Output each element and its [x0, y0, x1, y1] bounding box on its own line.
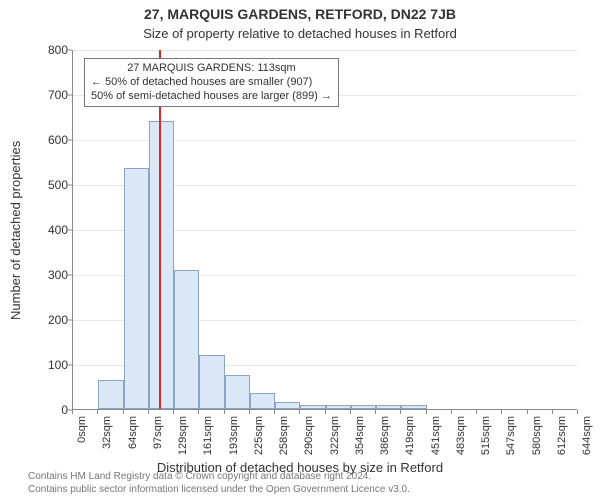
y-tick-mark — [68, 140, 72, 141]
x-tick-label: 386sqm — [379, 416, 391, 476]
attribution-line-2: Contains public sector information licen… — [28, 484, 410, 497]
y-tick-label: 100 — [28, 358, 68, 372]
chart-subtitle: Size of property relative to detached ho… — [0, 26, 600, 41]
x-tick-mark — [224, 410, 225, 414]
gridline — [73, 50, 577, 51]
x-tick-mark — [501, 410, 502, 414]
histogram-bar — [275, 402, 300, 409]
annotation-box: 27 MARQUIS GARDENS: 113sqm← 50% of detac… — [84, 58, 339, 107]
x-tick-label: 64sqm — [127, 416, 139, 476]
y-tick-mark — [68, 95, 72, 96]
histogram-bar — [225, 375, 250, 409]
y-tick-label: 700 — [28, 88, 68, 102]
x-tick-mark — [552, 410, 553, 414]
y-tick-label: 800 — [28, 43, 68, 57]
x-tick-mark — [249, 410, 250, 414]
histogram-bar — [326, 405, 351, 410]
x-tick-mark — [400, 410, 401, 414]
y-tick-label: 600 — [28, 133, 68, 147]
x-tick-mark — [97, 410, 98, 414]
y-tick-mark — [68, 50, 72, 51]
histogram-bar — [401, 405, 426, 410]
x-tick-label: 644sqm — [581, 416, 593, 476]
x-tick-mark — [325, 410, 326, 414]
x-tick-mark — [299, 410, 300, 414]
x-tick-mark — [476, 410, 477, 414]
histogram-bar — [199, 355, 224, 409]
x-tick-mark — [173, 410, 174, 414]
annotation-line: ← 50% of detached houses are smaller (90… — [91, 76, 332, 90]
x-tick-label: 0sqm — [76, 416, 88, 476]
x-tick-label: 354sqm — [354, 416, 366, 476]
histogram-bar — [250, 393, 275, 409]
y-tick-label: 500 — [28, 178, 68, 192]
x-tick-label: 225sqm — [253, 416, 265, 476]
histogram-bar — [376, 405, 401, 409]
x-tick-label: 580sqm — [531, 416, 543, 476]
histogram-bar — [98, 380, 123, 409]
y-tick-label: 200 — [28, 313, 68, 327]
y-tick-mark — [68, 275, 72, 276]
histogram-bar — [300, 405, 325, 410]
histogram-bar — [124, 168, 149, 409]
x-tick-label: 451sqm — [430, 416, 442, 476]
x-tick-mark — [72, 410, 73, 414]
x-tick-label: 32sqm — [101, 416, 113, 476]
x-tick-mark — [577, 410, 578, 414]
x-tick-label: 612sqm — [556, 416, 568, 476]
x-tick-mark — [451, 410, 452, 414]
x-tick-mark — [527, 410, 528, 414]
y-tick-label: 300 — [28, 268, 68, 282]
x-tick-mark — [198, 410, 199, 414]
x-tick-label: 290sqm — [303, 416, 315, 476]
x-tick-label: 258sqm — [278, 416, 290, 476]
x-tick-mark — [148, 410, 149, 414]
histogram-bar — [351, 405, 376, 409]
annotation-line: 50% of semi-detached houses are larger (… — [91, 90, 332, 104]
x-tick-mark — [123, 410, 124, 414]
x-tick-mark — [350, 410, 351, 414]
x-tick-label: 483sqm — [455, 416, 467, 476]
y-tick-mark — [68, 320, 72, 321]
x-tick-mark — [274, 410, 275, 414]
x-tick-label: 161sqm — [202, 416, 214, 476]
x-tick-label: 193sqm — [228, 416, 240, 476]
y-tick-mark — [68, 365, 72, 366]
histogram-bar — [174, 270, 199, 410]
y-tick-mark — [68, 230, 72, 231]
x-tick-label: 129sqm — [177, 416, 189, 476]
x-tick-label: 322sqm — [329, 416, 341, 476]
x-tick-mark — [426, 410, 427, 414]
x-tick-label: 515sqm — [480, 416, 492, 476]
x-tick-label: 97sqm — [152, 416, 164, 476]
x-tick-label: 419sqm — [404, 416, 416, 476]
y-axis-label: Number of detached properties — [8, 141, 23, 320]
annotation-line: 27 MARQUIS GARDENS: 113sqm — [91, 62, 332, 76]
y-tick-mark — [68, 185, 72, 186]
x-tick-mark — [375, 410, 376, 414]
chart-title: 27, MARQUIS GARDENS, RETFORD, DN22 7JB — [0, 6, 600, 22]
y-tick-label: 0 — [28, 403, 68, 417]
y-tick-label: 400 — [28, 223, 68, 237]
x-tick-label: 547sqm — [505, 416, 517, 476]
